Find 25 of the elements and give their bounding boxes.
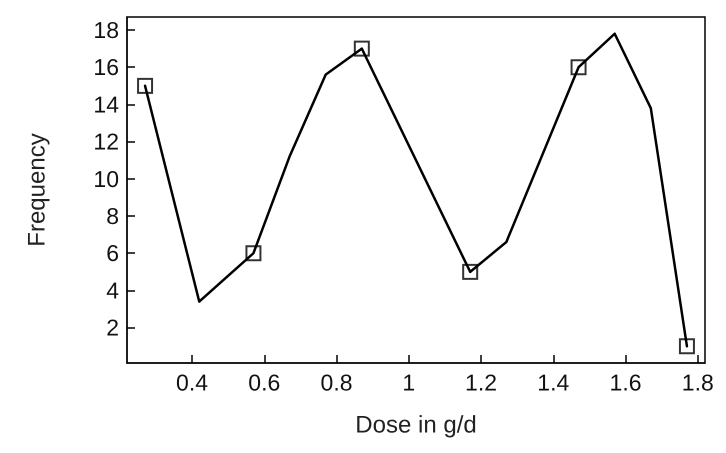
point <box>354 40 370 57</box>
x-tick-label: 0.6 <box>248 370 280 396</box>
x-tick-label: 1.4 <box>537 370 570 396</box>
y-tick-label: 18 <box>93 17 119 44</box>
x-tick-label: 1.6 <box>610 370 642 396</box>
x-axis-title: Dose in g/d <box>355 412 477 438</box>
y-tick-label: 16 <box>93 54 119 80</box>
y-axis-title: Frequency <box>24 133 50 247</box>
y-tick-label: 12 <box>93 128 119 155</box>
y-tick-label: 14 <box>93 91 120 118</box>
x-tick-label: 1.8 <box>682 370 714 396</box>
point <box>678 338 695 354</box>
point <box>570 59 587 76</box>
y-tick-label: 6 <box>106 240 119 266</box>
point <box>462 264 478 280</box>
x-tick-label: 1 <box>402 370 416 396</box>
x-tick-label: 1.2 <box>465 370 498 396</box>
point <box>137 78 154 94</box>
y-tick-label: 2 <box>106 314 119 341</box>
y-tick-label: 10 <box>93 166 119 192</box>
x-tick-label: 0.8 <box>320 370 353 396</box>
y-tick-label: 8 <box>106 203 119 230</box>
x-tick-label: 0.4 <box>176 370 208 396</box>
y-tick-label: 4 <box>106 277 120 304</box>
point <box>245 245 262 262</box>
